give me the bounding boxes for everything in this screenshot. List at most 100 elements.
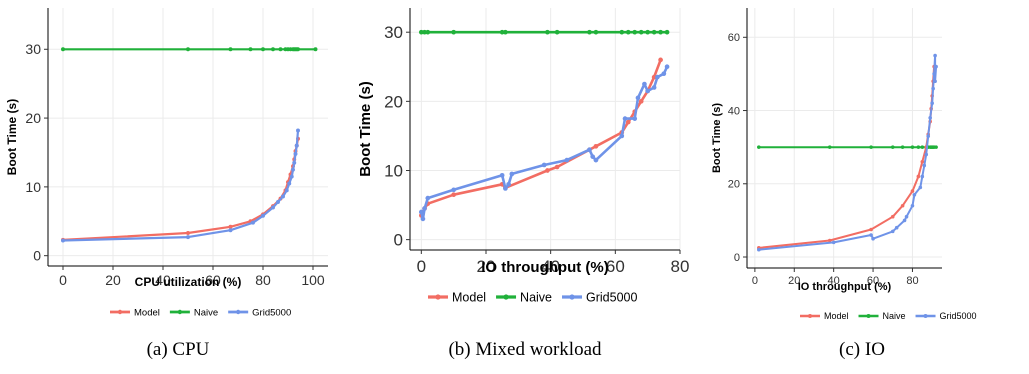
x-tick-label: 100 — [301, 272, 325, 288]
data-point-grid — [912, 192, 917, 197]
data-point-naive — [651, 29, 657, 35]
data-point-grid — [593, 157, 599, 163]
data-point-model — [920, 160, 925, 164]
chart-cpu: 0 20 40 60 80 100 0 10 20 30 CPU utilization (%) Bo… — [5, 8, 328, 318]
data-point-grid — [587, 147, 592, 153]
data-point-grid — [284, 188, 289, 193]
data-point-naive — [545, 29, 550, 35]
data-point-model — [910, 189, 915, 193]
data-point-grid — [661, 71, 667, 77]
y-axis-label: Boot Time (s) — [5, 99, 19, 175]
x-tick-label: 60 — [205, 272, 221, 288]
y-tick-label: 0 — [33, 248, 41, 264]
data-point-grid — [420, 216, 426, 222]
data-point-model — [186, 230, 190, 235]
y-tick-label: 60 — [728, 32, 740, 44]
data-point-grid — [920, 174, 925, 179]
y-tick-label: 10 — [384, 161, 403, 180]
legend-marker-model — [435, 294, 441, 300]
data-point-grid — [418, 209, 424, 215]
x-tick-label: 0 — [59, 272, 67, 288]
y-tick-label: 20 — [728, 179, 740, 191]
legend-marker-grid — [235, 309, 241, 315]
data-point-naive — [593, 29, 599, 35]
data-point-grid — [289, 174, 294, 179]
data-point-grid — [276, 200, 280, 204]
x-tick-label: 20 — [477, 257, 496, 276]
data-point-grid — [503, 186, 508, 191]
data-point-grid — [890, 229, 895, 234]
data-point-grid — [910, 203, 915, 208]
data-point-grid — [869, 233, 873, 237]
series-line-grid — [62, 130, 300, 242]
data-point-model — [869, 227, 873, 232]
data-point-grid — [287, 181, 292, 186]
data-point-naive — [271, 47, 275, 52]
data-point-model — [900, 203, 905, 208]
series-line-model — [758, 66, 936, 249]
data-point-model — [651, 74, 657, 80]
data-point-grid — [655, 74, 660, 80]
data-point-naive — [278, 47, 283, 52]
x-tick-label: 20 — [105, 272, 121, 288]
data-point-grid — [664, 64, 670, 70]
data-point-model — [638, 99, 644, 104]
data-point-naive — [827, 145, 832, 149]
caption-a: (a) CPU — [147, 339, 210, 360]
y-axis-label: Boot Time (s) — [357, 81, 374, 177]
data-point-grid — [425, 195, 431, 201]
x-tick-label: 40 — [155, 272, 171, 288]
series-line-model — [420, 59, 662, 216]
data-point-naive — [587, 29, 592, 35]
data-point-grid — [590, 154, 596, 159]
data-point-grid — [506, 181, 511, 187]
data-point-naive — [869, 145, 873, 149]
data-point-model — [625, 119, 631, 125]
data-point-model — [451, 192, 456, 198]
y-tick-label: 20 — [384, 92, 403, 111]
data-point-naive — [619, 29, 625, 35]
data-point-grid — [933, 53, 937, 58]
y-axis-label: Boot Time (s) — [711, 103, 723, 173]
data-point-grid — [926, 134, 931, 138]
x-tick-label: 80 — [255, 272, 271, 288]
data-point-naive — [920, 145, 925, 149]
y-tick-label: 40 — [728, 105, 740, 117]
data-point-grid — [831, 240, 836, 245]
data-point-model — [554, 164, 560, 170]
data-point-naive — [757, 145, 761, 149]
data-point-grid — [281, 194, 285, 199]
data-point-grid — [296, 128, 300, 133]
data-point-naive — [916, 145, 921, 149]
data-point-naive — [645, 29, 651, 35]
legend-marker-naive — [866, 314, 871, 318]
data-point-grid — [271, 205, 275, 210]
data-point-naive — [228, 47, 233, 52]
legend-marker-grid — [923, 314, 928, 318]
data-point-grid — [564, 157, 570, 163]
x-axis-label: IO throughput (%) — [481, 259, 608, 276]
data-point-grid — [918, 185, 923, 190]
data-point-naive — [422, 29, 427, 35]
data-point-naive — [418, 29, 424, 35]
data-point-model — [545, 168, 550, 173]
legend-label-model: Model — [452, 290, 486, 304]
data-point-grid — [902, 218, 907, 223]
x-tick-label: 80 — [671, 257, 690, 276]
data-point-model — [916, 174, 921, 179]
x-tick-label: 20 — [788, 275, 800, 287]
data-point-grid — [622, 116, 628, 121]
data-point-naive — [664, 29, 670, 35]
legend-label-model: Model — [824, 311, 849, 321]
data-point-grid — [642, 81, 647, 87]
y-tick-label: 30 — [25, 41, 41, 57]
y-tick-label: 0 — [394, 231, 403, 250]
data-point-grid — [924, 152, 929, 157]
data-point-grid — [61, 238, 65, 243]
legend-marker-grid — [569, 294, 575, 300]
y-tick-label: 20 — [25, 110, 41, 126]
data-point-naive — [934, 145, 938, 149]
data-point-model — [827, 238, 832, 243]
data-point-grid — [894, 225, 899, 230]
data-point-grid — [228, 228, 233, 233]
